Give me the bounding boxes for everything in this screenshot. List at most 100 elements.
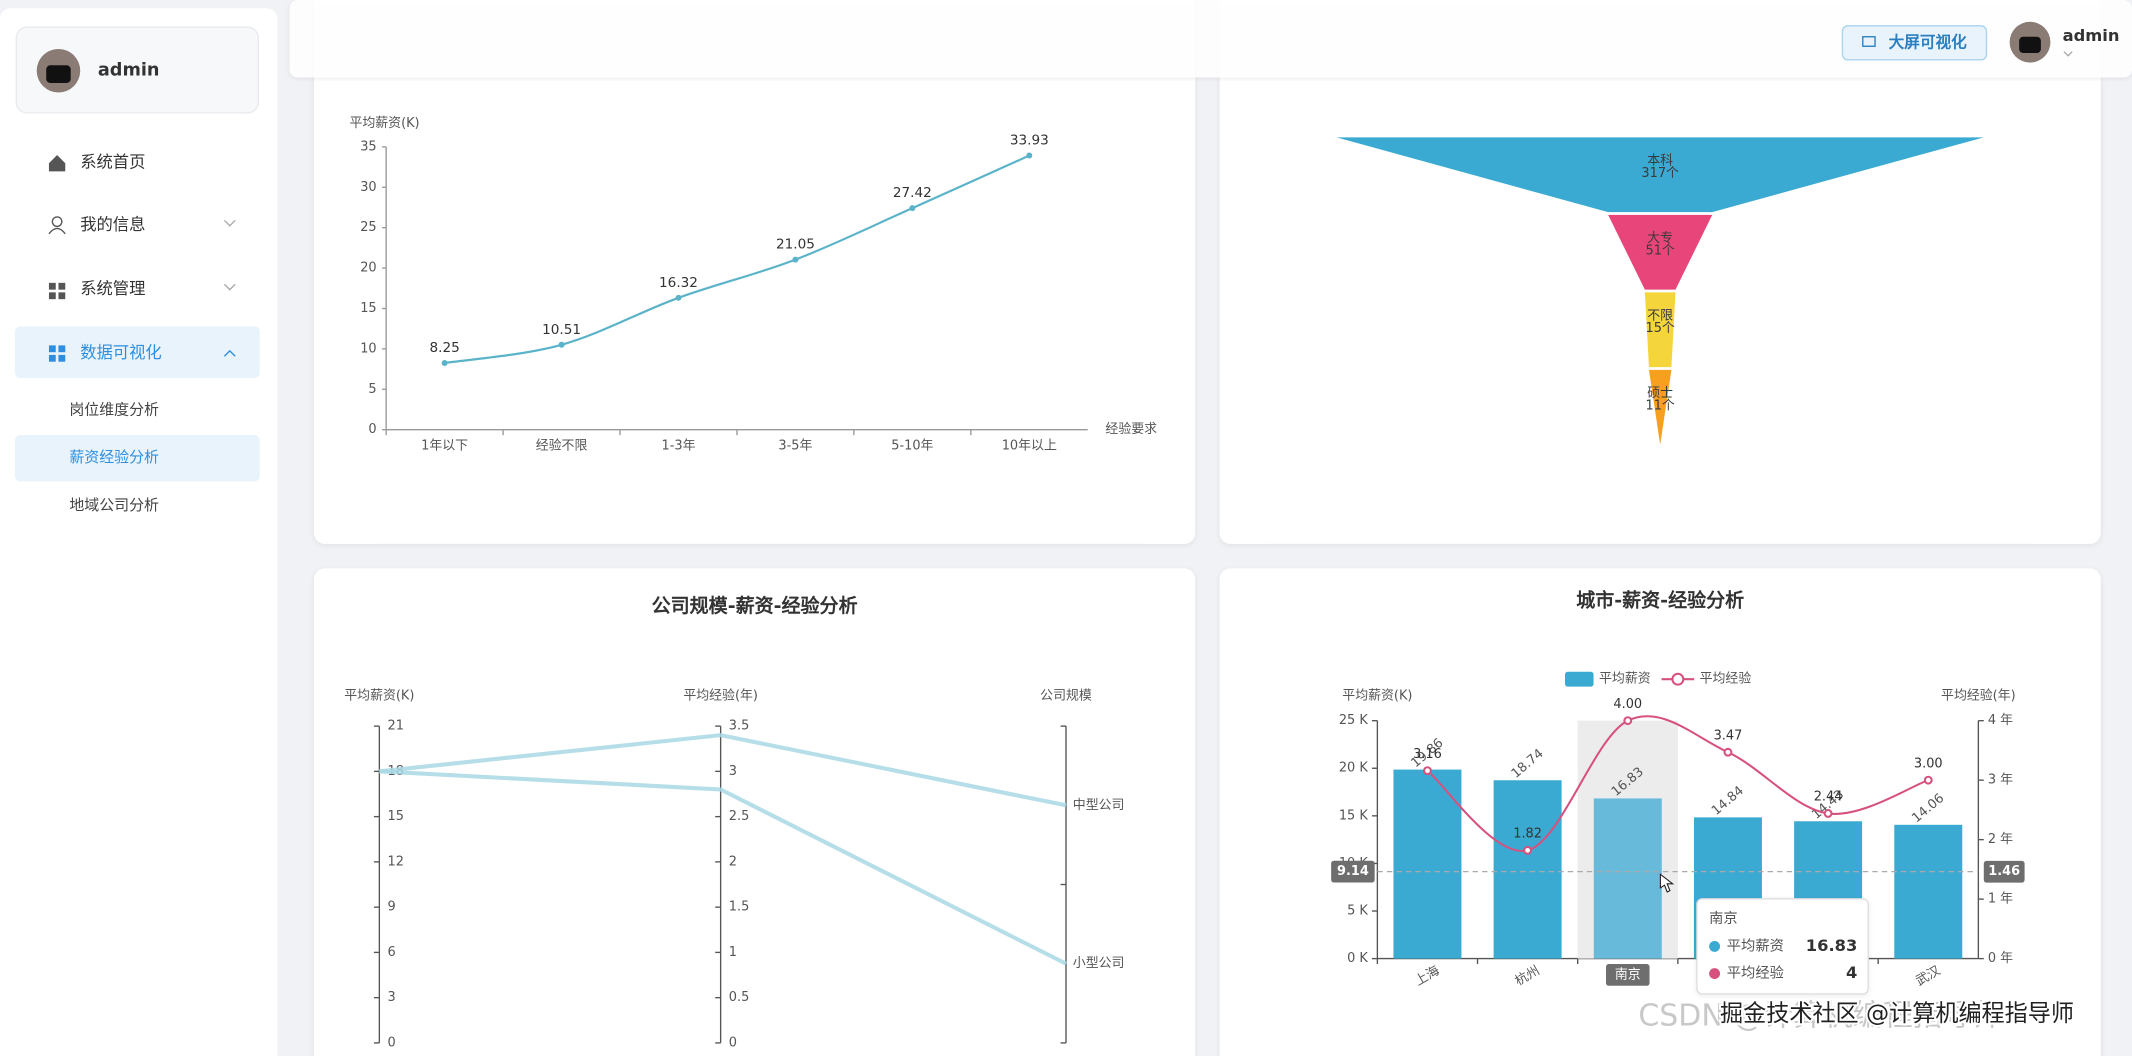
menu-item[interactable]: 系统首页 bbox=[80, 153, 145, 172]
funnel-segment bbox=[1648, 369, 1672, 445]
chevron bbox=[223, 219, 236, 227]
y2-tick-label: 3 年 bbox=[1988, 773, 2013, 788]
x-axis-label: 经验要求 bbox=[1105, 421, 1157, 437]
y-tick-label: 35 bbox=[360, 139, 376, 154]
axis-tick-label: 0 bbox=[388, 1035, 396, 1050]
line-label: 2.44 bbox=[1814, 790, 1843, 805]
parallel-line bbox=[379, 733, 1067, 808]
axis-tick-label: 6 bbox=[388, 945, 396, 960]
point bbox=[441, 360, 448, 367]
line bbox=[444, 154, 1030, 365]
card bbox=[314, 568, 1196, 1056]
submenu-item[interactable]: 岗位维度分析 bbox=[69, 401, 159, 419]
button-label[interactable]: 大屏可视化 bbox=[1889, 32, 1968, 51]
user-card bbox=[15, 26, 260, 114]
avatar-figure bbox=[46, 65, 71, 83]
funnel-segment bbox=[1644, 292, 1676, 368]
chart-title: 公司规模-薪资-经验分析 bbox=[652, 594, 858, 617]
bar bbox=[1493, 780, 1562, 959]
line-label: 1.82 bbox=[1513, 827, 1542, 842]
axis-tick-label: 3 bbox=[729, 764, 737, 779]
legend-label: 平均薪资 bbox=[1599, 672, 1651, 687]
y-tick-label: 15 bbox=[360, 301, 376, 316]
point bbox=[1823, 809, 1833, 818]
data-label: 10.51 bbox=[542, 322, 581, 338]
menu-item[interactable]: 数据可视化 bbox=[80, 343, 161, 362]
legend-swatch bbox=[1671, 672, 1685, 686]
chevron bbox=[2063, 51, 2073, 57]
y-tick-label: 10 bbox=[360, 341, 376, 356]
point bbox=[675, 294, 682, 301]
axis-tick-label: 15 bbox=[388, 809, 404, 824]
axis-name: 平均经验(年) bbox=[683, 688, 758, 704]
y-tick-label: 25 bbox=[360, 220, 376, 235]
funnel-value: 15个 bbox=[1646, 321, 1675, 336]
user-icon bbox=[48, 227, 66, 235]
line-label: 4.00 bbox=[1613, 697, 1642, 712]
y2-tick-label: 0 年 bbox=[1988, 951, 2013, 966]
data-label: 8.25 bbox=[430, 340, 460, 356]
sidebar-user: admin bbox=[98, 61, 160, 81]
funnel-segment bbox=[1336, 137, 1984, 213]
y-tick-label: 25 K bbox=[1339, 713, 1369, 728]
axis-tick-label: 9 bbox=[388, 900, 396, 915]
pointer-label: 1.46 bbox=[1988, 864, 2020, 879]
point bbox=[1723, 747, 1733, 757]
legend-swatch bbox=[1565, 671, 1594, 687]
axis-tick-label: 12 bbox=[388, 854, 404, 869]
menu-item[interactable]: 我的信息 bbox=[80, 215, 145, 234]
pointer-box bbox=[1331, 860, 1375, 883]
bar bbox=[1593, 798, 1662, 959]
button-icon bbox=[1862, 36, 1876, 47]
data-label: 33.93 bbox=[1010, 133, 1049, 149]
x-tick-label: 1-3年 bbox=[661, 439, 695, 454]
tooltip-name: 平均经验 bbox=[1727, 965, 1784, 982]
data-label: 16.32 bbox=[659, 275, 698, 291]
x-tick-label: 1年以下 bbox=[421, 439, 468, 454]
x-tick-label: 5-10年 bbox=[891, 439, 933, 454]
y-tick-label: 5 K bbox=[1347, 904, 1368, 919]
legend-label: 平均经验 bbox=[1700, 671, 1752, 687]
axis-name: 平均薪资(K) bbox=[344, 689, 414, 704]
bar bbox=[1894, 824, 1963, 959]
grid-icon bbox=[48, 345, 66, 362]
header-user[interactable]: admin bbox=[2063, 26, 2120, 45]
point bbox=[1423, 766, 1432, 776]
chart-title: 城市-薪资-经验分析 bbox=[1576, 589, 1744, 612]
chevron bbox=[223, 349, 236, 357]
tooltip bbox=[1696, 898, 1869, 995]
axis-tick-label: 21 bbox=[388, 719, 404, 734]
point bbox=[558, 341, 565, 348]
data-label: 27.42 bbox=[893, 185, 932, 201]
submenu-item[interactable]: 薪资经验分析 bbox=[69, 448, 159, 466]
axis-tick-label: 中型公司 bbox=[1073, 798, 1125, 813]
funnel-label: 不限 bbox=[1647, 309, 1673, 324]
axis-tick-label: 3.5 bbox=[729, 719, 750, 734]
funnel-value: 51个 bbox=[1646, 243, 1675, 258]
submenu-item[interactable]: 地域公司分析 bbox=[69, 496, 159, 514]
axis-tick-label: 1.5 bbox=[729, 900, 750, 915]
sidebar bbox=[0, 8, 278, 1056]
bar bbox=[1393, 769, 1462, 959]
funnel-value: 11个 bbox=[1646, 398, 1675, 413]
funnel-value: 317个 bbox=[1641, 166, 1679, 181]
funnel-label: 硕士 bbox=[1647, 386, 1673, 401]
card bbox=[314, 0, 1196, 544]
pointer-label: 9.14 bbox=[1337, 864, 1369, 879]
y-axis-label: 平均薪资(K) bbox=[1342, 689, 1412, 704]
axis-tick-label: 3 bbox=[388, 990, 396, 1005]
tooltip-marker bbox=[1709, 940, 1721, 952]
menu-active bbox=[14, 326, 260, 379]
menu-item[interactable]: 系统管理 bbox=[80, 279, 145, 298]
funnel-label: 大专 bbox=[1647, 231, 1673, 246]
tooltip-title: 南京 bbox=[1709, 910, 1738, 927]
axis-tick-label: 1 bbox=[729, 945, 737, 960]
funnel-label: 本科 bbox=[1647, 154, 1673, 169]
pointer-box bbox=[1983, 860, 2025, 883]
avatar-figure bbox=[2019, 36, 2041, 54]
dashboard-button[interactable] bbox=[1841, 25, 1988, 61]
tooltip-value: 16.83 bbox=[1806, 936, 1858, 955]
